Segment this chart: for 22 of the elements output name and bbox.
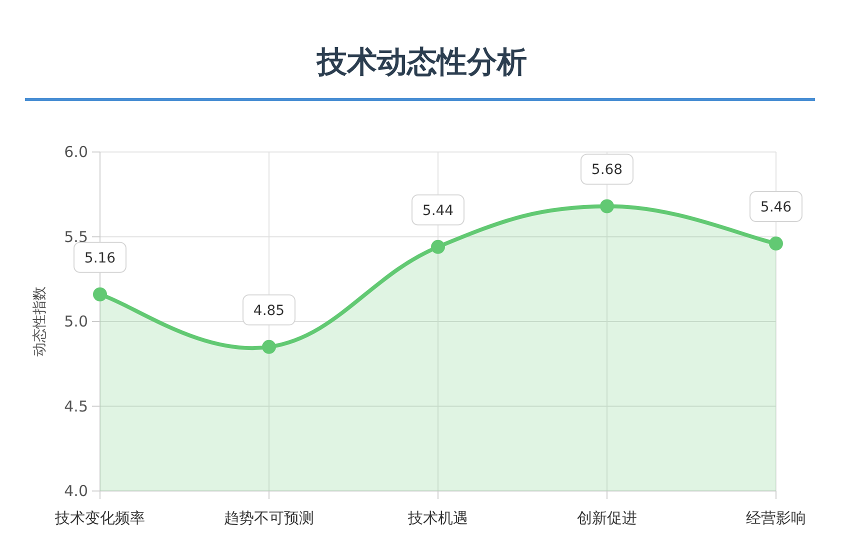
x-tick-label: 技术变化频率 [54, 509, 145, 527]
y-tick-label: 6.0 [64, 143, 88, 161]
data-label: 5.44 [422, 202, 454, 219]
y-tick-label: 4.0 [64, 482, 88, 500]
y-axis-title: 动态性指数 [32, 286, 48, 356]
y-tick-label: 4.5 [64, 397, 88, 416]
x-tick-label: 技术机遇 [407, 509, 468, 527]
y-tick-label: 5.0 [64, 312, 88, 330]
point [769, 236, 783, 251]
data-label: 5.68 [591, 162, 623, 178]
point [600, 199, 614, 214]
x-tick-label: 创新促进 [577, 509, 637, 527]
point [93, 287, 107, 302]
data-label: 4.85 [253, 302, 285, 319]
point [431, 240, 445, 254]
x-tick-label: 经营影响 [746, 509, 806, 527]
data-label: 5.46 [760, 200, 792, 216]
y-tick-label: 5.5 [64, 228, 88, 246]
chart-title: 技术动态性分析 [316, 45, 527, 80]
data-label: 5.16 [84, 250, 116, 266]
point [262, 340, 276, 354]
x-tick-label: 趋势不可预测 [224, 509, 314, 527]
